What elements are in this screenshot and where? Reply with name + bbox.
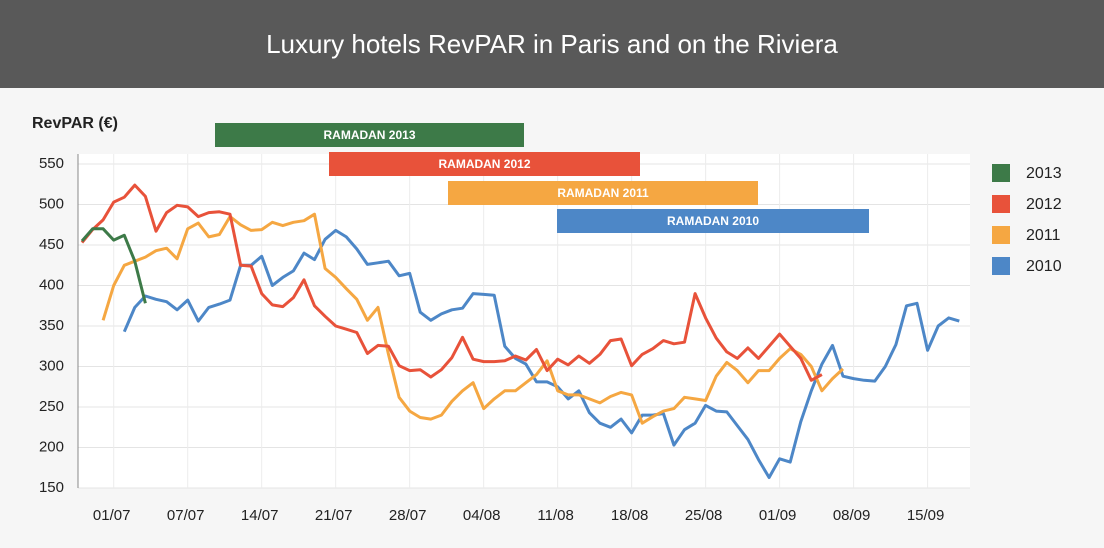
ramadan-band: [557, 209, 869, 233]
x-tick-label: 04/08: [463, 507, 501, 524]
y-tick-label: 500: [39, 195, 64, 212]
y-tick-label: 450: [39, 236, 64, 253]
ramadan-band: [448, 181, 758, 205]
chart-title: Luxury hotels RevPAR in Paris and on the…: [266, 29, 838, 59]
y-tick-label: 300: [39, 357, 64, 374]
legend-swatch: [992, 226, 1010, 244]
x-tick-label: 07/07: [167, 507, 205, 524]
legend-swatch: [992, 164, 1010, 182]
x-tick-label: 28/07: [389, 507, 427, 524]
y-tick-label: 400: [39, 276, 64, 293]
ramadan-band: [329, 152, 640, 176]
series-line: [122, 228, 960, 479]
legend-label: 2010: [1026, 258, 1062, 275]
series-line: [101, 212, 845, 425]
x-tick-label: 15/09: [907, 507, 945, 524]
y-tick-label: 250: [39, 398, 64, 415]
ramadan-label: RAMADAN 2012: [438, 157, 530, 171]
y-tick-label: 350: [39, 317, 64, 334]
legend-swatch: [992, 257, 1010, 275]
ramadan-label: RAMADAN 2013: [323, 128, 415, 142]
legend-label: 2012: [1026, 196, 1062, 213]
series-line: [80, 183, 823, 382]
ramadan-band: [215, 123, 524, 147]
y-tick-label: 550: [39, 155, 64, 172]
legend-label: 2011: [1026, 227, 1061, 244]
y-axis-label: RevPAR (€): [32, 115, 118, 132]
x-tick-label: 25/08: [685, 507, 723, 524]
x-tick-label: 14/07: [241, 507, 279, 524]
ramadan-label: RAMADAN 2010: [667, 214, 759, 228]
x-tick-label: 01/09: [759, 507, 797, 524]
x-tick-label: 01/07: [93, 507, 131, 524]
title-bar: [0, 0, 1104, 88]
x-tick-label: 21/07: [315, 507, 353, 524]
x-tick-label: 11/08: [537, 507, 573, 524]
x-tick-label: 08/09: [833, 507, 871, 524]
legend-swatch: [992, 195, 1010, 213]
ramadan-label: RAMADAN 2011: [557, 186, 649, 200]
y-tick-label: 150: [39, 479, 64, 496]
legend-label: 2013: [1026, 165, 1062, 182]
series-line: [80, 227, 147, 304]
y-tick-label: 200: [39, 438, 64, 455]
x-tick-label: 18/08: [611, 507, 649, 524]
